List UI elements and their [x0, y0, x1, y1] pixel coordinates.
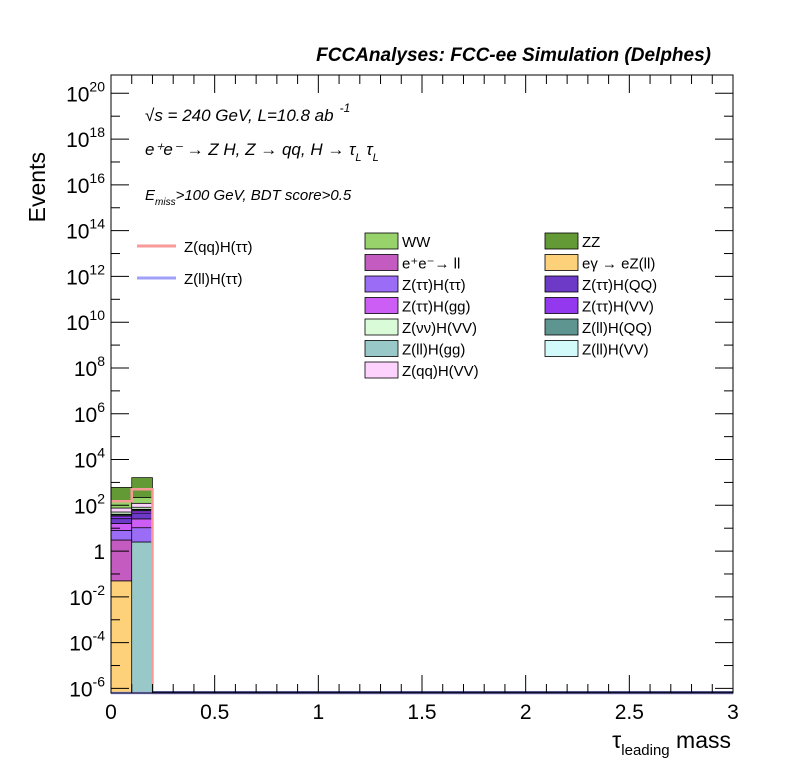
legend-swatch-2 [364, 254, 399, 271]
axes: 0 0.5 1 1.5 2 2.5 3 10-6 10-4 10-2 1 102 104 106 108 10… [66, 74, 739, 724]
y-tick-label: 10-4 [69, 628, 105, 656]
y-tick-label: 1020 [66, 78, 105, 106]
bar-segment-11-bin-1 [131, 497, 153, 504]
legend-swatch-12 [364, 361, 399, 379]
bar-segment-12-bin-0 [110, 487, 133, 502]
bar-segment-5-bin-0 [110, 518, 133, 524]
y-tick-label: 104 [74, 445, 105, 473]
legend-label-11: Z(ll)H(VV) [582, 342, 649, 359]
annotation-sqrt-s-text: √s = 240 GeV, L=10.8 ab [145, 106, 334, 125]
bar-segment-3-bin-0 [110, 530, 133, 541]
annotation-cuts-rest: >100 GeV, BDT score>0.5 [176, 187, 352, 204]
legend-label-signal-1: Z(ll)H(ττ) [184, 271, 243, 288]
legend-swatch-8 [364, 318, 399, 336]
annotation-cuts-sub: miss [155, 197, 176, 208]
legend-swatch-0 [364, 232, 399, 250]
legend-swatch-3 [544, 254, 579, 271]
bar-segment-0-bin-0 [110, 580, 133, 694]
x-tick-label: 2.5 [615, 701, 644, 724]
legend-swatch-11 [544, 340, 579, 357]
y-tick-label: 1016 [66, 170, 105, 198]
stacked-bars [110, 477, 153, 694]
legend-label-12: Z(qq)H(VV) [402, 363, 479, 380]
y-tick-label: 1014 [66, 216, 105, 244]
y-tick-label: 106 [74, 399, 105, 427]
bar-segment-3-bin-1 [131, 527, 153, 543]
y-tick-label: 1012 [66, 261, 105, 289]
x-tick-label: 1.5 [407, 701, 436, 724]
legend: Z(qq)H(ττ) Z(ll)H(ττ) WW ZZ e⁺e⁻→ ll eγ → eZ(… [137, 232, 657, 380]
chart-title: FCCAnalyses: FCC-ee Simulation (Delphes) [316, 45, 711, 66]
x-axis-label-tail: mass [670, 727, 731, 753]
annotation-process: e⁺e⁻ → Z H, Z → qq, H → τL τL [145, 140, 379, 164]
bar-segment-6-bin-0 [110, 515, 133, 520]
y-tick-label: 108 [74, 353, 105, 381]
y-tick-label: 1 [93, 541, 105, 564]
annotation-process-sub2: L [373, 152, 379, 164]
legend-label-3: eγ → eZ(ll) [582, 256, 655, 273]
bar-segment-1-bin-1 [131, 541, 153, 694]
bar-segment-4-bin-0 [110, 523, 133, 531]
bar-segment-4-bin-1 [131, 518, 153, 529]
legend-label-2: e⁺e⁻→ ll [402, 256, 460, 273]
legend-label-10: Z(ll)H(gg) [402, 342, 465, 359]
legend-swatch-6 [364, 297, 399, 314]
annotation-cuts-e: E [145, 187, 156, 204]
x-axis-label-main: τ [612, 727, 621, 753]
legend-swatch-1 [544, 232, 579, 250]
legend-label-signal-0: Z(qq)H(ττ) [184, 239, 253, 256]
x-axis-label: τleading mass [612, 727, 731, 759]
y-axis-label: Events [24, 152, 50, 222]
legend-label-1: ZZ [582, 234, 600, 251]
bar-segment-5-bin-1 [131, 512, 153, 520]
bar-segment-10-bin-1 [131, 502, 153, 508]
legend-swatch-10 [364, 340, 399, 357]
x-tick-label: 3 [727, 701, 739, 724]
legend-label-5: Z(ττ)H(QQ) [582, 277, 657, 294]
annotation-process-text: e⁺e⁻ → Z H, Z → qq, H → τ [145, 140, 357, 159]
legend-label-4: Z(ττ)H(ττ) [402, 277, 466, 294]
annotation-process-sub: L [355, 152, 361, 164]
bar-segment-2-bin-0 [110, 539, 133, 582]
bar-segment-12-bin-1 [131, 477, 153, 498]
annotation-lumi-exp: -1 [340, 101, 351, 115]
y-tick-label: 1018 [66, 124, 105, 152]
annotation-process-tau2: τ [362, 140, 375, 159]
legend-label-0: WW [402, 234, 431, 251]
annotation-cuts: Emiss>100 GeV, BDT score>0.5 [145, 187, 352, 208]
y-tick-label: 1010 [66, 307, 105, 335]
y-tick-label: 10-2 [69, 582, 105, 610]
legend-label-6: Z(ττ)H(gg) [402, 299, 471, 316]
legend-swatch-5 [544, 275, 579, 293]
x-tick-label: 2 [520, 701, 532, 724]
legend-label-7: Z(ττ)H(VV) [582, 299, 654, 316]
x-tick-label: 0 [105, 701, 117, 724]
bar-segment-10-bin-0 [110, 507, 133, 513]
x-tick-label: 1 [312, 701, 324, 724]
y-tick-label: 10-6 [69, 673, 105, 701]
legend-label-9: Z(ll)H(QQ) [582, 320, 652, 337]
x-axis-label-sub: leading [621, 742, 669, 759]
x-tick-label: 0.5 [200, 701, 229, 724]
legend-swatch-4 [364, 275, 399, 293]
legend-swatch-9 [544, 318, 579, 336]
legend-swatch-7 [544, 297, 579, 314]
legend-label-8: Z(νν)H(VV) [402, 320, 477, 337]
annotation-sqrt-s: √s = 240 GeV, L=10.8 ab -1 [145, 101, 350, 125]
y-tick-label: 102 [74, 490, 105, 518]
